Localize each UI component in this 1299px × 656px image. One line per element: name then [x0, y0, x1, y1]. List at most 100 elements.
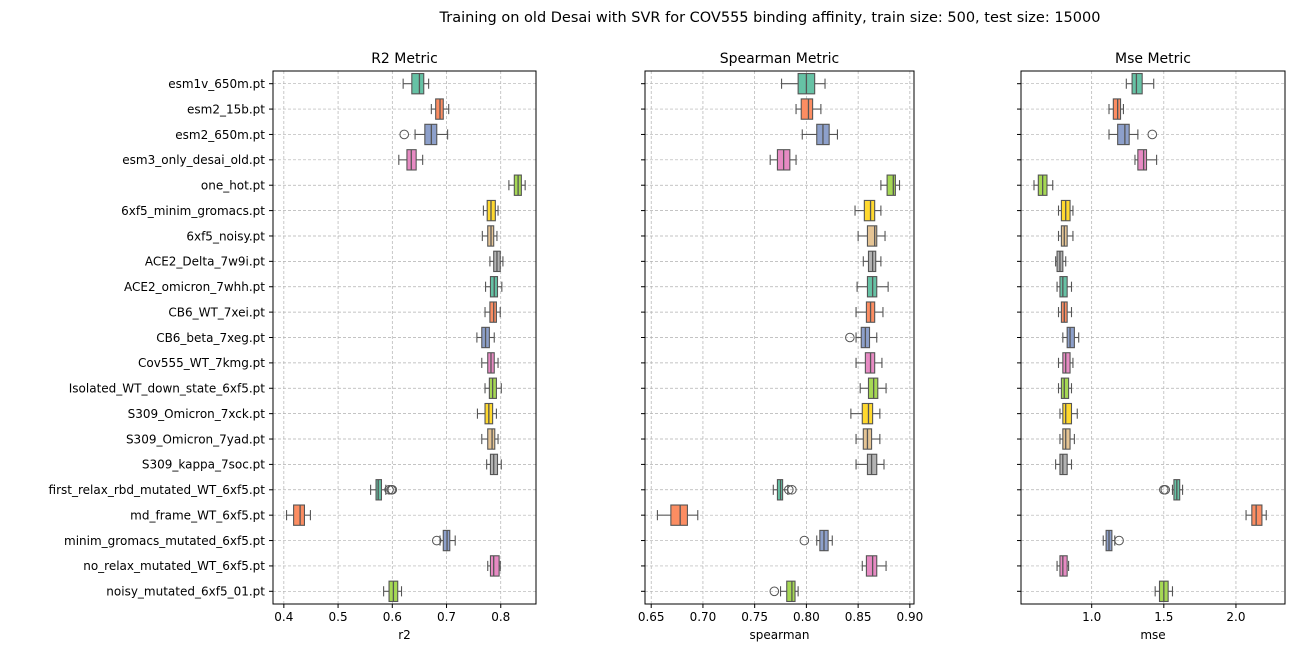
box-one_hot.pt: [1033, 174, 1054, 196]
box-S309_Omicron_7xck.pt: [476, 402, 497, 425]
box-ACE2_Delta_7w9i.pt: [862, 250, 882, 273]
x-tick-label: 0.6: [383, 610, 402, 624]
outlier-point: [384, 484, 394, 495]
box-S309_Omicron_7yad.pt: [481, 428, 499, 450]
x-tick-label: 2.0: [1226, 610, 1245, 624]
subplot-3: 1.0 1.5 2.0 Mse Metric mse: [1017, 51, 1286, 642]
y-tick-label: ACE2_omicron_7whh.pt: [124, 280, 265, 294]
figure-suptitle: Training on old Desai with SVR for COV55…: [439, 10, 1101, 26]
y-tick-label: one_hot.pt: [201, 179, 265, 193]
box-Cov555_WT_7kmg.pt: [481, 352, 499, 374]
box-ACE2_omicron_7whh.pt: [1056, 276, 1073, 298]
outlier-point: [399, 129, 410, 140]
box-ACE2_Delta_7w9i.pt: [1055, 250, 1067, 273]
box-CB6_beta_7xeg.pt: [845, 326, 878, 349]
x-tick-label: 1.0: [1082, 610, 1101, 624]
subplot-title: Mse Metric: [1115, 51, 1191, 67]
box-ACE2_Delta_7w9i.pt: [489, 250, 504, 273]
x-tick-label: 0.80: [793, 610, 820, 624]
box-S309_Omicron_7yad.pt: [1059, 428, 1075, 450]
x-tick-label: 0.70: [690, 610, 717, 624]
box-esm3_only_desai_old.pt: [1134, 149, 1158, 171]
y-tick-label: esm3_only_desai_old.pt: [122, 153, 265, 167]
x-tick-label: 1.5: [1154, 610, 1173, 624]
y-tick-label: S309_Omicron_7xck.pt: [128, 407, 266, 421]
box-6xf5_noisy.pt: [857, 225, 886, 247]
outlier-point: [1114, 535, 1124, 546]
x-tick-label: 0.5: [329, 610, 348, 624]
box-minim_gromacs_mutated_6xf5.pt: [1102, 529, 1124, 552]
y-tick-label: no_relax_mutated_WT_6xf5.pt: [83, 559, 265, 573]
box-Isolated_WT_down_state_6xf5.pt: [1057, 377, 1073, 399]
box-6xf5_minim_gromacs.pt: [1057, 199, 1074, 222]
box-S309_Omicron_7yad.pt: [855, 428, 881, 450]
x-tick-label: 0.7: [437, 610, 456, 624]
box-CB6_WT_7xei.pt: [1057, 301, 1073, 323]
box-S309_Omicron_7xck.pt: [1059, 402, 1078, 425]
box-esm3_only_desai_old.pt: [769, 149, 797, 171]
outlier-point: [784, 484, 794, 495]
box-iqr: [863, 199, 876, 222]
box-one_hot.pt: [508, 174, 526, 196]
outlier-point: [1160, 484, 1171, 495]
outlier-point: [431, 535, 442, 546]
box-first_relax_rbd_mutated_WT_6xf5.pt: [1159, 479, 1184, 501]
box-no_relax_mutated_WT_6xf5.pt: [1056, 555, 1070, 577]
y-tick-label: Cov555_WT_7kmg.pt: [138, 356, 265, 370]
box-iqr: [886, 174, 896, 196]
box-iqr: [1117, 123, 1130, 146]
box-iqr: [1137, 149, 1148, 171]
box-iqr: [1062, 352, 1071, 374]
box-iqr: [489, 555, 500, 577]
box-iqr: [800, 98, 814, 120]
box-minim_gromacs_mutated_6xf5.pt: [799, 529, 833, 552]
box-md_frame_WT_6xf5.pt: [1245, 504, 1267, 526]
box-noisy_mutated_6xf5_01.pt: [383, 580, 403, 603]
x-tick-label: 0.85: [845, 610, 872, 624]
box-iqr: [786, 580, 796, 603]
x-axis-label: r2: [398, 628, 411, 642]
box-md_frame_WT_6xf5.pt: [656, 504, 699, 526]
box-iqr: [293, 504, 306, 526]
y-tick-label: Isolated_WT_down_state_6xf5.pt: [69, 382, 266, 396]
y-tick-label: md_frame_WT_6xf5.pt: [130, 508, 265, 522]
x-tick-label: 0.75: [741, 610, 768, 624]
box-iqr: [1059, 453, 1068, 476]
y-tick-label: S309_Omicron_7yad.pt: [126, 432, 265, 446]
y-tick-label: esm2_650m.pt: [175, 128, 265, 142]
box-Isolated_WT_down_state_6xf5.pt: [859, 377, 887, 399]
y-tick-label: first_relax_rbd_mutated_WT_6xf5.pt: [49, 483, 266, 497]
box-esm2_15b.pt: [430, 98, 450, 120]
x-tick-label: 0.8: [491, 610, 510, 624]
x-tick-label: 0.65: [638, 610, 665, 624]
box-esm1v_650m.pt: [1125, 72, 1155, 95]
outlier-point: [769, 586, 780, 597]
box-esm2_15b.pt: [795, 98, 822, 120]
box-6xf5_noisy.pt: [481, 225, 498, 247]
box-no_relax_mutated_WT_6xf5.pt: [861, 555, 887, 577]
y-tick-label: 6xf5_minim_gromacs.pt: [121, 204, 265, 218]
box-iqr: [866, 225, 878, 247]
box-iqr: [865, 555, 878, 577]
box-CB6_WT_7xei.pt: [855, 301, 884, 323]
box-noisy_mutated_6xf5_01.pt: [769, 580, 799, 603]
box-iqr: [1059, 555, 1068, 577]
box-iqr: [1131, 72, 1143, 95]
box-ACE2_omicron_7whh.pt: [856, 276, 889, 298]
y-tick-label: minim_gromacs_mutated_6xf5.pt: [64, 534, 265, 548]
box-ACE2_omicron_7whh.pt: [485, 276, 503, 298]
box-first_relax_rbd_mutated_WT_6xf5.pt: [370, 479, 398, 501]
subplot-1: 0.4 0.5 0.6 0.7 0.8 esm1v_650m.pt esm2_15b.pte…: [49, 51, 537, 642]
outlier-point: [845, 332, 855, 343]
box-esm3_only_desai_old.pt: [398, 149, 424, 171]
box-iqr: [861, 402, 874, 425]
box-Isolated_WT_down_state_6xf5.pt: [484, 377, 502, 399]
box-6xf5_minim_gromacs.pt: [482, 199, 499, 222]
box-iqr: [487, 428, 496, 450]
box-6xf5_noisy.pt: [1057, 225, 1074, 247]
box-esm1v_650m.pt: [781, 72, 826, 95]
x-tick-label: 0.4: [274, 610, 293, 624]
box-esm2_650m.pt: [1108, 123, 1158, 146]
y-tick-label: esm1v_650m.pt: [168, 77, 265, 91]
